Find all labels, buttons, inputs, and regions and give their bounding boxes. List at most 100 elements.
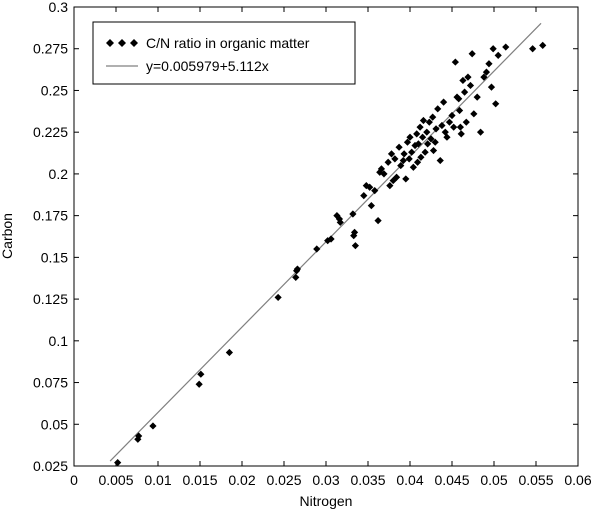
data-point bbox=[445, 118, 454, 126]
data-point bbox=[408, 148, 416, 156]
data-point bbox=[421, 148, 429, 156]
x-tick-label: 0.06 bbox=[564, 472, 591, 488]
data-point bbox=[225, 348, 233, 357]
x-tick-labels: 0 0.005 0.01 0.015 0.02 0.025 0.03 0.035 0.04 0.0… bbox=[70, 472, 592, 488]
data-point bbox=[419, 133, 427, 141]
data-point bbox=[386, 181, 394, 190]
data-point bbox=[377, 165, 386, 173]
data-point bbox=[409, 163, 417, 171]
data-point bbox=[494, 51, 502, 60]
x-tick-label: 0.015 bbox=[182, 472, 217, 488]
data-point bbox=[466, 81, 475, 90]
data-point bbox=[313, 245, 321, 253]
data-point bbox=[417, 153, 425, 161]
data-point bbox=[431, 138, 439, 146]
x-tick-label: 0.025 bbox=[266, 472, 301, 488]
data-point bbox=[350, 228, 359, 236]
data-point bbox=[480, 73, 488, 81]
data-point bbox=[403, 138, 412, 146]
data-point bbox=[149, 422, 157, 430]
y-tick-label: 0.175 bbox=[33, 208, 68, 224]
legend-box bbox=[92, 21, 356, 85]
data-point bbox=[423, 128, 431, 136]
data-point bbox=[462, 118, 470, 126]
data-point bbox=[351, 242, 359, 250]
data-point bbox=[455, 106, 464, 115]
data-point bbox=[114, 459, 122, 467]
data-point bbox=[476, 128, 485, 136]
data-point bbox=[380, 170, 388, 178]
data-point bbox=[367, 202, 375, 210]
y-tick-label: 0.05 bbox=[41, 416, 68, 432]
data-point bbox=[450, 123, 458, 131]
data-point bbox=[482, 68, 491, 76]
data-point bbox=[448, 111, 456, 120]
data-point bbox=[464, 73, 472, 81]
data-point bbox=[416, 123, 424, 131]
y-tick-label: 0.15 bbox=[41, 249, 68, 265]
data-point bbox=[438, 121, 446, 130]
data-point bbox=[425, 118, 433, 126]
data-point bbox=[371, 187, 379, 195]
data-point bbox=[197, 370, 205, 378]
y-tick-label: 0.075 bbox=[33, 375, 68, 391]
data-point bbox=[419, 116, 428, 125]
data-point bbox=[336, 218, 344, 226]
x-tick-label: 0.035 bbox=[350, 472, 385, 488]
legend-label-scatter: C/N ratio in organic matter bbox=[146, 35, 310, 51]
x-tick-label: 0.01 bbox=[144, 472, 171, 488]
data-point bbox=[457, 130, 465, 138]
x-tick-label: 0 bbox=[70, 472, 78, 488]
data-point bbox=[384, 158, 392, 166]
data-point bbox=[432, 125, 440, 133]
y-tick-label: 0.275 bbox=[33, 41, 68, 57]
data-point bbox=[451, 58, 459, 66]
data-point bbox=[400, 150, 408, 158]
data-point bbox=[399, 156, 407, 165]
legend: C/N ratio in organic matter y=0.005979+5… bbox=[92, 21, 356, 85]
data-point bbox=[473, 93, 481, 101]
data-point bbox=[429, 113, 437, 121]
data-point bbox=[429, 146, 438, 155]
data-point bbox=[134, 435, 142, 443]
x-tick-label: 0.05 bbox=[480, 472, 507, 488]
data-point bbox=[459, 76, 467, 85]
data-point bbox=[485, 60, 493, 68]
data-point bbox=[135, 432, 143, 440]
data-point bbox=[413, 130, 421, 138]
data-point bbox=[440, 98, 448, 106]
y-tick-label: 0.225 bbox=[33, 124, 68, 140]
data-point bbox=[349, 210, 357, 218]
data-point bbox=[405, 155, 413, 163]
data-point bbox=[414, 140, 422, 148]
data-point bbox=[387, 150, 396, 158]
data-point bbox=[539, 41, 547, 49]
data-point bbox=[391, 155, 399, 163]
x-tick-label: 0.04 bbox=[396, 472, 423, 488]
data-point bbox=[366, 183, 374, 191]
legend-label-line: y=0.005979+5.112x bbox=[146, 58, 269, 74]
data-point bbox=[360, 192, 368, 200]
data-point bbox=[406, 133, 414, 141]
data-point bbox=[470, 110, 478, 118]
data-point bbox=[456, 123, 464, 131]
x-tick-label: 0.045 bbox=[434, 472, 469, 488]
data-point bbox=[350, 232, 358, 240]
data-point bbox=[443, 133, 451, 141]
data-point bbox=[395, 143, 403, 151]
data-point bbox=[392, 173, 401, 181]
x-axis-label: Nitrogen bbox=[300, 493, 353, 509]
data-point bbox=[424, 140, 432, 148]
data-point bbox=[402, 175, 410, 183]
fit-line-layer bbox=[109, 22, 542, 462]
y-tick-label: 0.25 bbox=[41, 82, 68, 98]
data-point bbox=[434, 105, 442, 113]
legend-marker-scatter bbox=[106, 39, 138, 47]
data-point bbox=[397, 161, 405, 170]
scatter-points bbox=[114, 41, 547, 467]
y-axis-label: Carbon bbox=[0, 213, 15, 259]
x-tick-label: 0.055 bbox=[518, 472, 553, 488]
data-point bbox=[436, 156, 444, 165]
